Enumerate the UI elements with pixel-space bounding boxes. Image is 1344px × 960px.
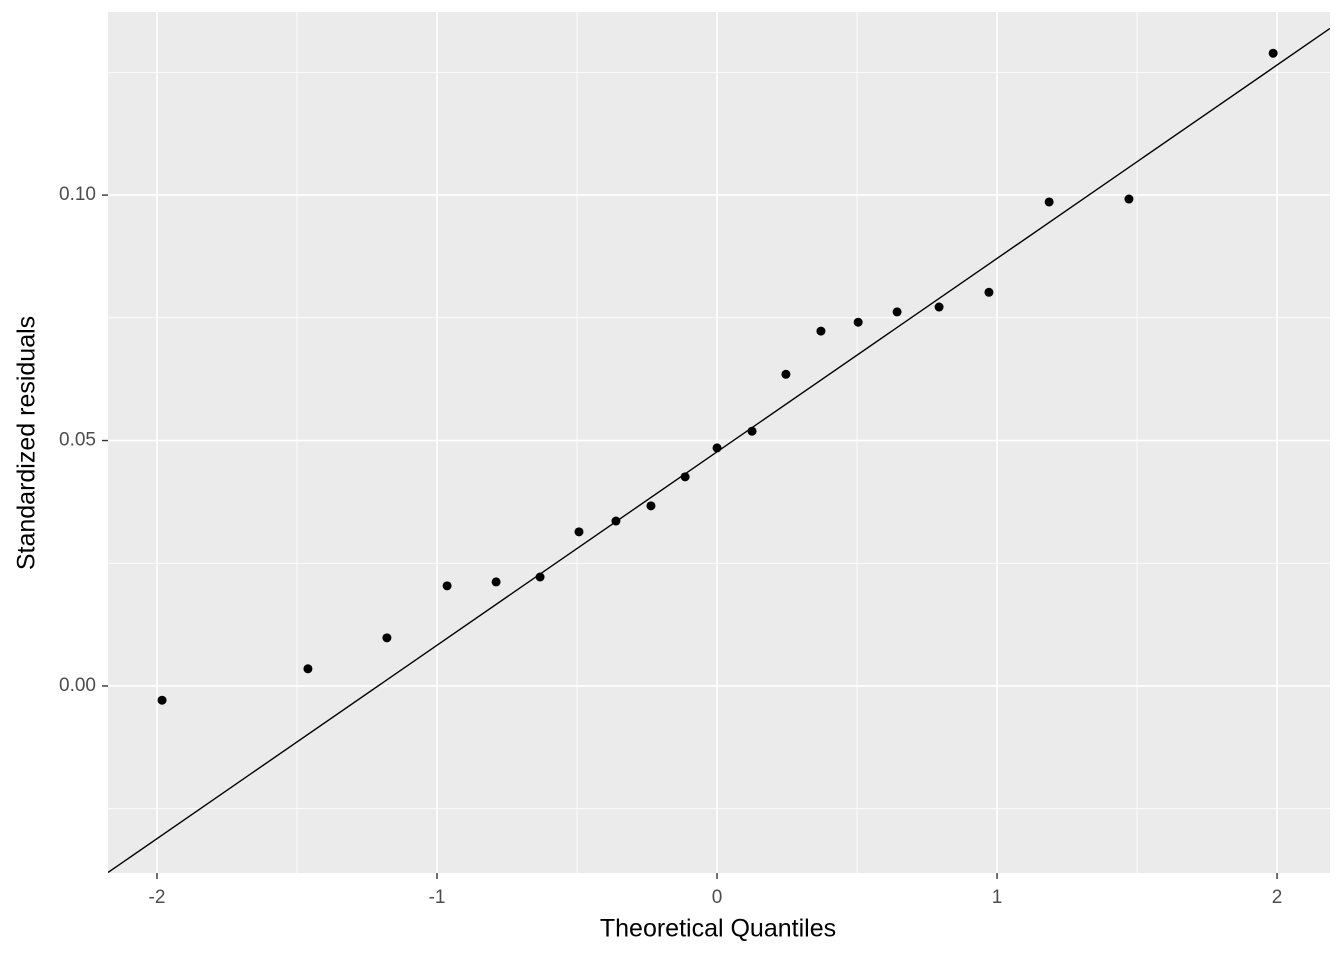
x-tick-label: 2	[1272, 887, 1283, 908]
point	[816, 326, 826, 336]
point	[1268, 48, 1278, 58]
point	[934, 302, 944, 312]
x-tick-label: -1	[429, 887, 446, 908]
point	[574, 527, 584, 537]
point	[680, 472, 690, 482]
point	[442, 581, 452, 591]
y-tick-label: 0.05	[59, 430, 96, 451]
grid	[108, 12, 1330, 873]
point	[646, 501, 656, 511]
panel	[108, 12, 1330, 873]
x-tick-label: 0	[712, 887, 723, 908]
point	[712, 443, 722, 453]
point	[747, 426, 757, 436]
point	[382, 633, 392, 643]
plot-area	[108, 27, 1330, 873]
y-tick-label: 0.10	[59, 184, 96, 205]
y-tick-label: 0.00	[59, 675, 96, 696]
axes: -2 -1 0 1 2 0.00 0.05 0.10	[59, 184, 1282, 908]
point	[1044, 197, 1054, 207]
point	[535, 572, 545, 582]
point	[157, 695, 167, 705]
point	[781, 369, 791, 379]
x-tick-label: -2	[149, 887, 166, 908]
x-tick-label: 1	[992, 887, 1003, 908]
point	[984, 287, 994, 297]
point	[611, 516, 621, 526]
point	[491, 577, 501, 587]
point	[303, 664, 313, 674]
point	[892, 307, 902, 317]
point	[853, 317, 863, 327]
y-axis-title: Standardized residuals	[13, 316, 41, 570]
point	[1124, 194, 1134, 204]
x-axis-title: Theoretical Quantiles	[600, 915, 836, 943]
